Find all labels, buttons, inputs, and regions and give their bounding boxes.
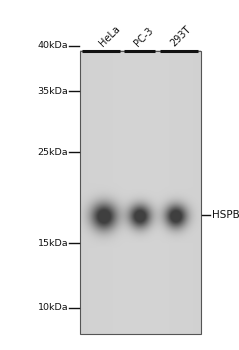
Text: PC-3: PC-3 [133, 25, 156, 48]
Text: 293T: 293T [168, 24, 193, 48]
Text: 35kDa: 35kDa [37, 86, 68, 96]
Text: 25kDa: 25kDa [38, 148, 68, 157]
Text: HeLa: HeLa [97, 23, 122, 48]
Text: 40kDa: 40kDa [38, 41, 68, 50]
Text: 10kDa: 10kDa [38, 303, 68, 313]
Text: HSPB7: HSPB7 [212, 210, 239, 220]
Text: 15kDa: 15kDa [38, 239, 68, 248]
Bar [80, 51, 201, 334]
